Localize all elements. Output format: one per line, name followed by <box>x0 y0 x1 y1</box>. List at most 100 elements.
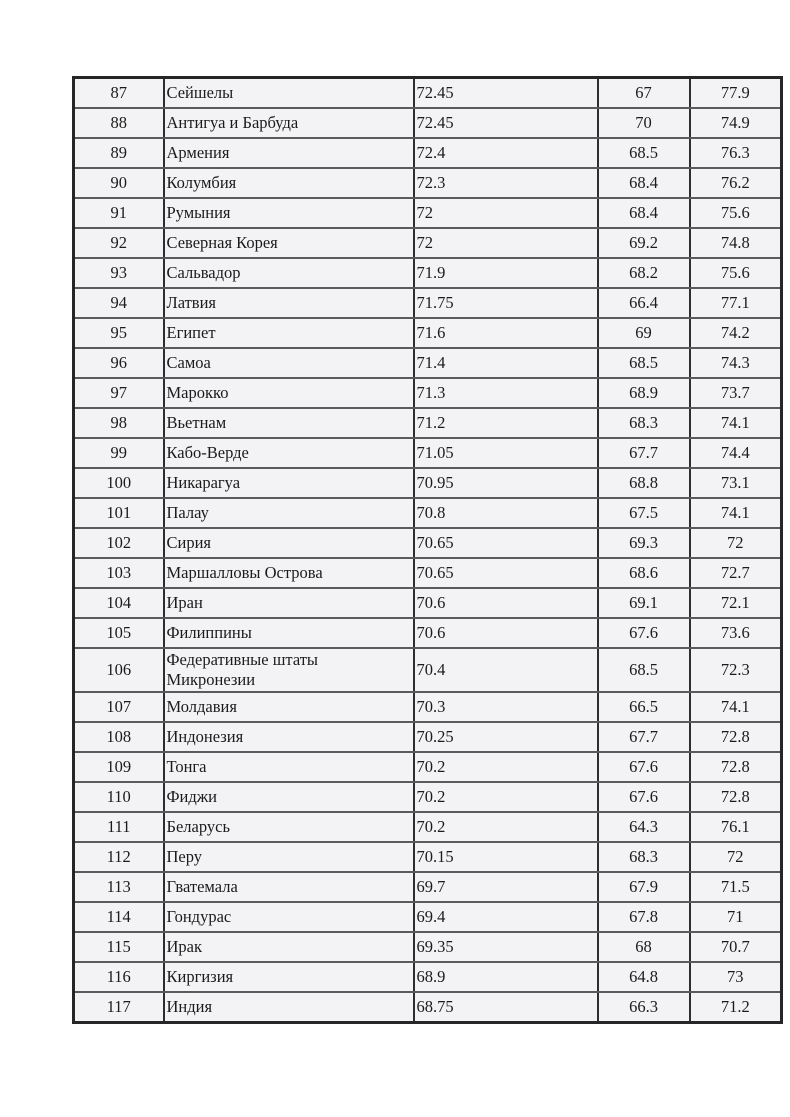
value-3-cell: 74.2 <box>688 317 783 349</box>
value-1-cell: 70.15 <box>412 841 599 874</box>
country-cell: Фиджи <box>162 781 415 814</box>
country-cell: Беларусь <box>162 811 415 844</box>
value-1-cell: 70.8 <box>412 497 599 529</box>
rank-cell: 110 <box>72 781 165 814</box>
table-row: 87 Сейшелы 72.45 67 77.9 <box>72 76 783 109</box>
country-cell: Сальвадор <box>162 257 415 289</box>
value-2-cell: 68.5 <box>596 137 691 169</box>
table-row: 106 Федеративные штаты Микронезии 70.4 68.5… <box>72 646 783 694</box>
country-cell: Кабо-Верде <box>162 437 415 469</box>
value-3-cell: 72 <box>688 841 783 874</box>
table-row: 102 Сирия 70.65 69.3 72 <box>72 527 783 559</box>
value-2-cell: 68 <box>596 931 691 964</box>
value-3-cell: 77.1 <box>688 287 783 319</box>
rank-cell: 102 <box>72 527 165 559</box>
rank-cell: 104 <box>72 587 165 619</box>
table-row: 111 Беларусь 70.2 64.3 76.1 <box>72 811 783 844</box>
rank-cell: 116 <box>72 961 165 994</box>
value-1-cell: 68.75 <box>412 991 599 1024</box>
value-3-cell: 73 <box>688 961 783 994</box>
value-1-cell: 72 <box>412 227 599 259</box>
table-row: 100 Никарагуа 70.95 68.8 73.1 <box>72 467 783 499</box>
value-3-cell: 71.5 <box>688 871 783 904</box>
value-1-cell: 70.6 <box>412 587 599 619</box>
table-row: 93 Сальвадор 71.9 68.2 75.6 <box>72 257 783 289</box>
value-1-cell: 71.9 <box>412 257 599 289</box>
rank-cell: 92 <box>72 227 165 259</box>
value-3-cell: 73.7 <box>688 377 783 409</box>
value-3-cell: 76.1 <box>688 811 783 844</box>
rank-cell: 99 <box>72 437 165 469</box>
value-3-cell: 72.8 <box>688 751 783 784</box>
country-cell: Латвия <box>162 287 415 319</box>
rank-cell: 101 <box>72 497 165 529</box>
rank-cell: 117 <box>72 991 165 1024</box>
country-cell: Вьетнам <box>162 407 415 439</box>
table-row: 114 Гондурас 69.4 67.8 71 <box>72 901 783 934</box>
value-1-cell: 70.6 <box>412 617 599 649</box>
table-row: 108 Индонезия 70.25 67.7 72.8 <box>72 721 783 754</box>
rank-cell: 88 <box>72 107 165 139</box>
country-cell: Маршалловы Острова <box>162 557 415 589</box>
country-cell: Филиппины <box>162 617 415 649</box>
table-row: 89 Армения 72.4 68.5 76.3 <box>72 137 783 169</box>
rank-cell: 87 <box>72 76 165 109</box>
table-row: 96 Самоа 71.4 68.5 74.3 <box>72 347 783 379</box>
value-3-cell: 74.1 <box>688 691 783 724</box>
rank-cell: 111 <box>72 811 165 844</box>
table-row: 92 Северная Корея 72 69.2 74.8 <box>72 227 783 259</box>
value-1-cell: 71.4 <box>412 347 599 379</box>
value-1-cell: 70.2 <box>412 751 599 784</box>
value-2-cell: 66.4 <box>596 287 691 319</box>
value-3-cell: 72.3 <box>688 646 783 694</box>
table-row: 107 Молдавия 70.3 66.5 74.1 <box>72 691 783 724</box>
rank-cell: 105 <box>72 617 165 649</box>
value-1-cell: 72.3 <box>412 167 599 199</box>
table-row: 112 Перу 70.15 68.3 72 <box>72 841 783 874</box>
value-2-cell: 67.7 <box>596 721 691 754</box>
table-row: 94 Латвия 71.75 66.4 77.1 <box>72 287 783 319</box>
country-cell: Египет <box>162 317 415 349</box>
value-2-cell: 68.8 <box>596 467 691 499</box>
country-cell: Самоа <box>162 347 415 379</box>
table-row: 90 Колумбия 72.3 68.4 76.2 <box>72 167 783 199</box>
value-1-cell: 72.4 <box>412 137 599 169</box>
rank-cell: 108 <box>72 721 165 754</box>
value-3-cell: 72.7 <box>688 557 783 589</box>
rank-cell: 112 <box>72 841 165 874</box>
table-row: 109 Тонга 70.2 67.6 72.8 <box>72 751 783 784</box>
value-2-cell: 67.8 <box>596 901 691 934</box>
rank-cell: 115 <box>72 931 165 964</box>
value-1-cell: 70.95 <box>412 467 599 499</box>
value-2-cell: 68.4 <box>596 167 691 199</box>
country-cell: Никарагуа <box>162 467 415 499</box>
value-1-cell: 71.6 <box>412 317 599 349</box>
life-expectancy-table: 87 Сейшелы 72.45 67 77.9 88 Антигуа и Барбуда 7… <box>72 76 783 1025</box>
country-cell: Сейшелы <box>162 76 415 109</box>
rank-cell: 93 <box>72 257 165 289</box>
country-cell: Молдавия <box>162 691 415 724</box>
country-cell: Марокко <box>162 377 415 409</box>
value-3-cell: 76.2 <box>688 167 783 199</box>
value-1-cell: 72 <box>412 197 599 229</box>
value-2-cell: 68.2 <box>596 257 691 289</box>
rank-cell: 103 <box>72 557 165 589</box>
value-3-cell: 72 <box>688 527 783 559</box>
country-cell: Сирия <box>162 527 415 559</box>
table-row: 110 Фиджи 70.2 67.6 72.8 <box>72 781 783 814</box>
value-1-cell: 71.75 <box>412 287 599 319</box>
table-row: 115 Ирак 69.35 68 70.7 <box>72 931 783 964</box>
rank-cell: 94 <box>72 287 165 319</box>
rank-cell: 98 <box>72 407 165 439</box>
value-1-cell: 71.05 <box>412 437 599 469</box>
table-row: 95 Египет 71.6 69 74.2 <box>72 317 783 349</box>
country-cell: Тонга <box>162 751 415 784</box>
rank-cell: 113 <box>72 871 165 904</box>
value-2-cell: 68.3 <box>596 407 691 439</box>
country-cell: Палау <box>162 497 415 529</box>
value-1-cell: 70.2 <box>412 781 599 814</box>
value-1-cell: 70.2 <box>412 811 599 844</box>
value-3-cell: 72.1 <box>688 587 783 619</box>
value-1-cell: 68.9 <box>412 961 599 994</box>
value-1-cell: 71.2 <box>412 407 599 439</box>
